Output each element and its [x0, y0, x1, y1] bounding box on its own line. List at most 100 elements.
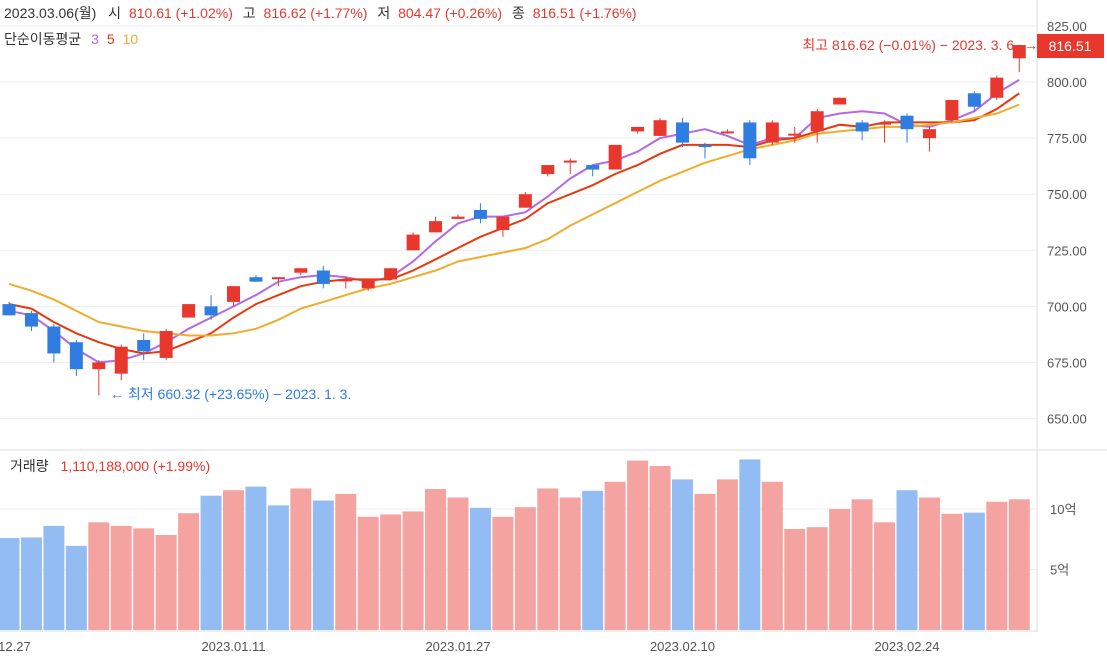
x-tick-label: 2023.01.11	[201, 639, 265, 654]
volume-bar	[0, 538, 20, 630]
candle-body	[406, 234, 420, 251]
volume-value: 1,110,188,000 (+1.99%)	[61, 458, 211, 474]
volume-bar	[829, 509, 851, 630]
high-arrow: →	[1024, 37, 1038, 53]
volume-bar	[469, 507, 491, 630]
volume-bar	[133, 528, 155, 630]
volume-header: 거래량 1,110,188,000 (+1.99%)	[10, 458, 210, 474]
candle-body	[496, 216, 510, 231]
volume-bar	[110, 525, 132, 630]
last-price-badge	[1037, 34, 1104, 58]
last-price-text: 816.51	[1049, 38, 1092, 54]
volume-bar	[65, 545, 87, 630]
header-date: 2023.03.06(월)	[4, 5, 96, 21]
candle-body	[653, 120, 667, 136]
volume-bar	[492, 516, 514, 630]
candle-body	[810, 111, 824, 132]
volume-bar	[604, 481, 626, 630]
price-tick-label: 700.00	[1047, 299, 1087, 314]
candle-body	[1012, 45, 1026, 59]
volume-bar	[963, 512, 985, 630]
volume-bar	[672, 479, 693, 630]
x-tick-label: 2023.02.24	[874, 639, 939, 654]
volume-bar	[761, 481, 783, 630]
volume-bar	[245, 486, 267, 630]
candle-body	[608, 144, 622, 170]
volume-bar	[200, 495, 222, 630]
candle-body	[249, 277, 263, 282]
ma5-legend: 5	[107, 31, 115, 47]
volume-bars	[0, 459, 1030, 630]
close-value: 816.51 (+1.76%)	[533, 5, 637, 21]
candle-body	[922, 129, 936, 139]
volume-bar	[537, 488, 559, 630]
candle-body	[384, 268, 398, 280]
candle-body	[878, 122, 892, 125]
candle-body	[137, 340, 151, 352]
candle-body	[473, 209, 487, 219]
volume-bar	[20, 537, 42, 630]
low-label: 저	[377, 5, 390, 21]
volume-bar	[784, 528, 806, 630]
header-info: 2023.03.06(월) 시 810.61 (+1.02%) 고 816.62…	[4, 5, 637, 47]
annotations: 최고 816.62 (−0.01%) − 2023. 3. 6. → ← 최저 …	[110, 34, 1104, 402]
candle-body	[563, 160, 577, 163]
svg-text:단순이동평균 3 5 1: 단순이동평균 3 5 10	[4, 31, 138, 47]
candle-body	[676, 122, 689, 143]
volume-bar	[357, 516, 379, 630]
candle-body	[945, 100, 959, 121]
candle-body	[271, 277, 285, 280]
ma-line-5	[8, 92, 1020, 355]
ma-line-10	[8, 103, 1020, 337]
candle-body	[182, 304, 196, 318]
candle-body	[833, 97, 847, 105]
candle-body	[2, 304, 16, 316]
candle-body	[990, 77, 1004, 98]
low-annotation: ← 최저 660.32 (+23.65%) − 2023. 1. 3.	[110, 386, 351, 402]
volume-tick-label: 10억	[1050, 502, 1076, 517]
volume-bar	[267, 505, 289, 630]
volume-bar	[380, 514, 402, 630]
ma-legend-title: 단순이동평균	[4, 31, 81, 47]
open-label: 시	[108, 5, 121, 21]
volume-bar	[896, 490, 918, 630]
price-tick-label: 825.00	[1047, 19, 1087, 34]
candle-body	[114, 346, 128, 374]
candle-body	[586, 165, 600, 170]
candle-body	[967, 93, 981, 107]
volume-bar	[716, 479, 738, 630]
volume-bar	[739, 459, 761, 630]
volume-bar	[649, 466, 671, 630]
candle-body	[69, 342, 83, 370]
candle-body	[765, 122, 779, 143]
volume-bar	[425, 489, 447, 630]
ma3-legend: 3	[91, 31, 99, 47]
ma-line-3	[8, 78, 1020, 364]
volume-bar	[986, 501, 1008, 630]
candle-body	[92, 362, 106, 370]
volume-bar	[806, 527, 828, 630]
volume-bar	[447, 497, 469, 630]
candle-body	[518, 194, 532, 208]
x-tick-label: 2.12.27	[0, 639, 31, 654]
open-value: 810.61 (+1.02%)	[129, 5, 233, 21]
candle-body	[294, 268, 308, 273]
volume-bar	[178, 513, 200, 630]
candle-body	[316, 270, 330, 284]
volume-tick-label: 5억	[1050, 563, 1069, 578]
volume-bar	[1008, 499, 1030, 630]
moving-average-lines	[8, 78, 1020, 364]
candle-body	[429, 221, 443, 233]
low-value: 804.47 (+0.26%)	[398, 5, 502, 21]
price-tick-label: 775.00	[1047, 131, 1087, 146]
volume-bar	[402, 511, 424, 630]
volume-bar	[290, 488, 312, 630]
volume-bar	[312, 500, 334, 630]
x-tick-label: 2023.01.27	[425, 639, 490, 654]
volume-bar	[627, 460, 649, 630]
candle-body	[743, 122, 757, 159]
high-annotation: 최고 816.62 (−0.01%) − 2023. 3. 6.	[802, 37, 1018, 53]
candle-body	[631, 126, 645, 132]
volume-bar	[88, 522, 110, 630]
